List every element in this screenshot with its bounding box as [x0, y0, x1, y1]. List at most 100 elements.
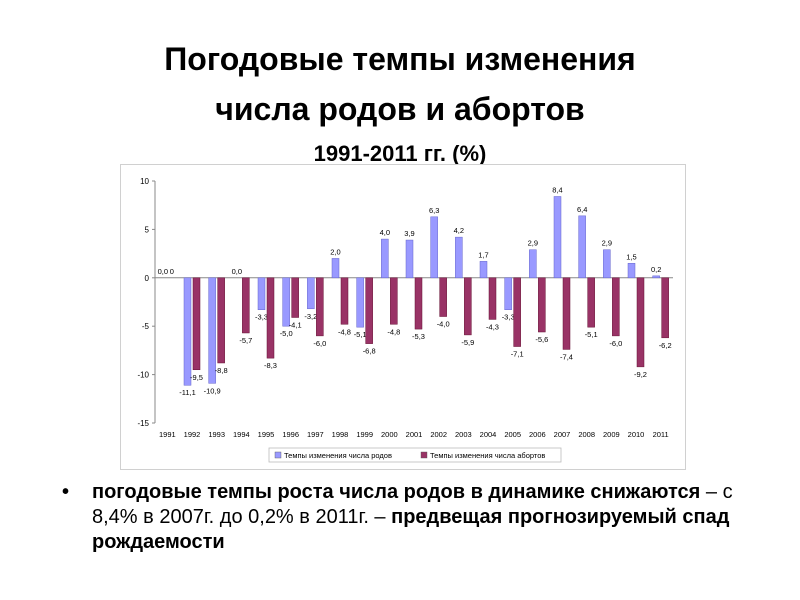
title-line-2: числа родов и абортов [215, 91, 585, 127]
data-label-abortions: -5,6 [535, 335, 548, 344]
bullet-normal-part: – с 8,4% в 2007г. до 0,2% в 2011г. – [92, 481, 733, 528]
data-label-births: 2,9 [528, 239, 538, 248]
bar-abortions [661, 277, 669, 339]
y-tick-label: 0 [145, 274, 150, 283]
data-label-births: 0,0 [232, 267, 242, 276]
bar-births [307, 277, 315, 310]
bar-births [430, 216, 438, 279]
bar-abortions [538, 277, 546, 333]
data-label-births: -3,3 [255, 313, 268, 322]
bar-abortions [266, 277, 275, 359]
bar-births [553, 196, 562, 279]
data-label-abortions: -5,3 [412, 332, 425, 341]
data-label-abortions: -9,2 [634, 370, 647, 379]
bar-births [405, 239, 414, 279]
bar-abortions [414, 277, 423, 330]
bar-abortions [291, 277, 299, 318]
bar-abortions [365, 277, 373, 344]
legend-swatch-abortions [420, 451, 428, 459]
x-tick-label: 2002 [430, 430, 447, 439]
bar-births [208, 277, 216, 384]
data-label-births: 6,3 [429, 206, 439, 215]
data-label-births: 8,4 [552, 185, 562, 194]
data-label-births: -3,2 [304, 312, 317, 321]
data-label-abortions: -8,8 [215, 366, 228, 375]
bar-births [282, 277, 290, 327]
bar-births [627, 263, 636, 279]
bar-births [652, 275, 660, 279]
bar-abortions [242, 277, 250, 334]
bar-abortions [464, 277, 472, 336]
data-label-births: 0,2 [651, 265, 661, 274]
data-label-births: 4,0 [380, 228, 390, 237]
bar-abortions [390, 277, 398, 325]
data-label-abortions: -6,0 [609, 339, 622, 348]
data-label-abortions: -4,8 [387, 327, 400, 336]
bullet-text: погодовые темпы роста числа родов в дина… [92, 480, 772, 555]
y-tick-label: -5 [142, 322, 150, 331]
y-tick-label: -10 [137, 371, 149, 380]
bar-births [529, 249, 537, 279]
data-label-births: 0,0 [158, 267, 168, 276]
bar-abortions [439, 277, 447, 317]
data-label-births: 3,9 [404, 229, 414, 238]
x-tick-label: 2001 [406, 430, 423, 439]
x-tick-label: 2006 [529, 430, 546, 439]
bar-abortions [612, 277, 620, 337]
y-tick-label: -15 [137, 419, 149, 428]
x-tick-label: 1993 [208, 430, 225, 439]
bar-abortions [636, 277, 645, 368]
data-label-abortions: -7,4 [560, 352, 573, 361]
data-label-births: 1,7 [478, 250, 488, 259]
data-label-births: -5,1 [354, 330, 367, 339]
x-tick-label: 1991 [159, 430, 176, 439]
data-label-abortions: -7,1 [511, 350, 524, 359]
legend-label-births: Темпы изменения числа родов [284, 451, 392, 460]
bar-births [356, 277, 364, 328]
x-tick-label: 1996 [282, 430, 299, 439]
bar-births [603, 249, 611, 279]
data-label-births: -11,1 [179, 388, 196, 397]
data-label-births: 2,0 [330, 247, 340, 256]
data-label-abortions: -5,9 [461, 338, 474, 347]
legend-box [268, 447, 562, 463]
title-line-3: 1991-2011 гг. (%) [313, 141, 487, 166]
data-label-abortions: -4,3 [486, 322, 499, 331]
bar-births [257, 277, 266, 310]
y-tick-label: 10 [140, 177, 149, 186]
x-tick-label: 2000 [381, 430, 398, 439]
data-label-abortions: -4,8 [338, 327, 351, 336]
data-label-abortions: -8,3 [264, 361, 277, 370]
bar-abortions [488, 277, 497, 320]
x-tick-label: 2010 [628, 430, 645, 439]
bar-births [504, 277, 512, 310]
data-label-births: -10,9 [204, 386, 221, 395]
data-label-births: 4,2 [454, 226, 464, 235]
data-label-births: 2,9 [602, 239, 612, 248]
data-label-abortions: -6,0 [313, 339, 326, 348]
bar-abortions [217, 277, 225, 364]
x-tick-label: 1994 [233, 430, 250, 439]
x-tick-label: 2011 [653, 430, 669, 439]
legend-swatch-births [274, 451, 282, 459]
x-tick-label: 2009 [603, 430, 620, 439]
data-label-abortions: -6,2 [659, 341, 672, 350]
bar-births [183, 277, 192, 386]
data-label-births: -5,0 [280, 329, 293, 338]
bar-abortions [513, 277, 521, 347]
bar-abortions [192, 277, 201, 371]
y-tick-label: 5 [145, 225, 150, 234]
data-label-abortions: -5,7 [239, 336, 252, 345]
data-label-births: 1,5 [626, 252, 636, 261]
x-tick-label: 1992 [184, 430, 201, 439]
bullet-bold-part: погодовые темпы роста числа родов в дина… [92, 481, 701, 503]
x-tick-label: 2003 [455, 430, 472, 439]
bar-births [578, 215, 586, 279]
x-tick-label: 1999 [356, 430, 373, 439]
x-tick-label: 2005 [504, 430, 521, 439]
data-label-abortions: 0 [170, 267, 174, 276]
bar-births [479, 261, 488, 279]
bar-abortions [316, 277, 324, 337]
bar-abortions [340, 277, 349, 325]
data-label-abortions: -4,0 [437, 320, 450, 329]
